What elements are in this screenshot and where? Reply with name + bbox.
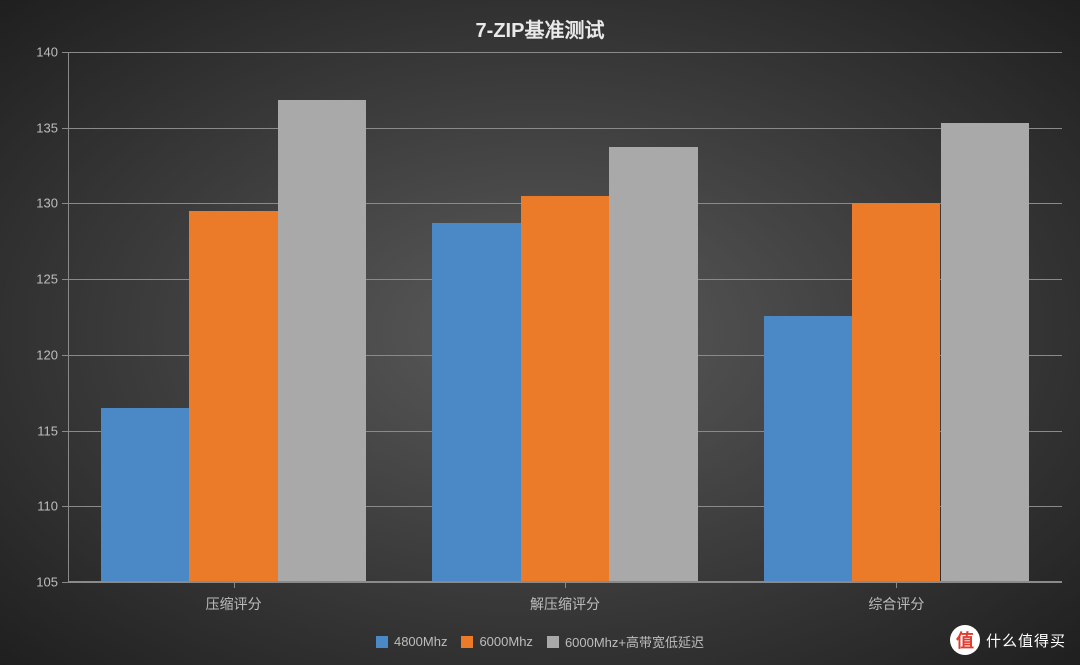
legend-swatch-icon (547, 636, 559, 648)
watermark-badge-icon: 值 (950, 625, 980, 655)
bar (432, 223, 520, 582)
bar (278, 100, 366, 582)
plot-area: 105110115120125130135140压缩评分解压缩评分综合评分 (68, 52, 1062, 582)
watermark: 值 什么值得买 (950, 625, 1066, 655)
y-axis-label: 135 (36, 120, 68, 135)
y-axis-label: 130 (36, 196, 68, 211)
legend-item: 6000Mhz (461, 634, 532, 649)
y-axis-label: 125 (36, 272, 68, 287)
y-axis-label: 110 (37, 499, 68, 514)
y-axis-label: 120 (36, 347, 68, 362)
watermark-text: 什么值得买 (986, 630, 1066, 651)
chart-canvas: 7-ZIP基准测试 105110115120125130135140压缩评分解压… (0, 0, 1080, 665)
y-axis-line (68, 52, 69, 582)
legend-item: 6000Mhz+高带宽低延迟 (547, 632, 704, 651)
x-axis-line (68, 581, 1062, 582)
x-axis-label: 解压缩评分 (530, 582, 600, 614)
bar (189, 211, 277, 582)
bar (764, 316, 852, 583)
bar (941, 123, 1029, 582)
y-axis-label: 140 (36, 45, 68, 60)
legend-swatch-icon (461, 636, 473, 648)
legend-label: 6000Mhz+高带宽低延迟 (565, 632, 704, 651)
bar (101, 408, 189, 582)
bar (521, 196, 609, 582)
gridline (68, 128, 1062, 129)
bar (609, 147, 697, 582)
gridline (68, 52, 1062, 53)
chart-title: 7-ZIP基准测试 (0, 14, 1080, 43)
y-axis-label: 115 (37, 423, 68, 438)
x-axis-label: 综合评分 (868, 582, 924, 614)
legend-item: 4800Mhz (376, 634, 447, 649)
legend-label: 6000Mhz (479, 634, 532, 649)
x-axis-label: 压缩评分 (206, 582, 262, 614)
bar (852, 203, 940, 582)
legend-label: 4800Mhz (394, 634, 447, 649)
legend-swatch-icon (376, 636, 388, 648)
y-axis-label: 105 (36, 575, 68, 590)
legend: 4800Mhz 6000Mhz 6000Mhz+高带宽低延迟 (0, 632, 1080, 651)
